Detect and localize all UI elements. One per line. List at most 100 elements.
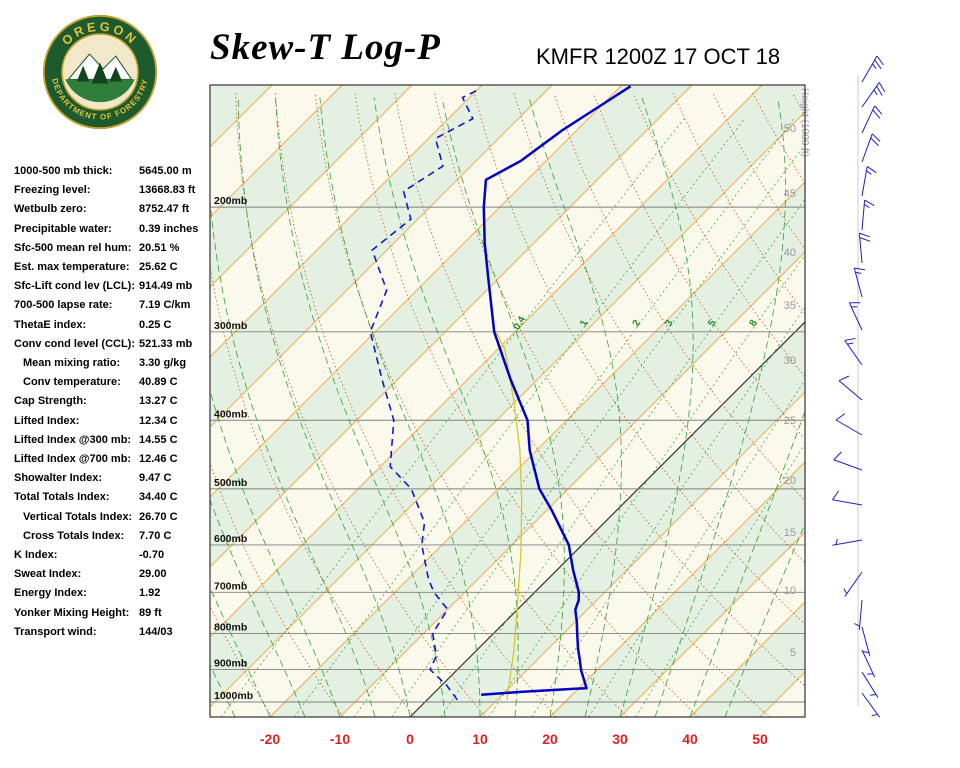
logo-tree-icon [91,62,109,84]
wind-barb [861,649,876,678]
stat-value: 3.30 g/kg [139,357,187,370]
stat-label: Mean mixing ratio: [23,357,121,370]
dry-adiabat [792,92,805,116]
band [210,85,805,707]
temperature-tick-label: 0 [406,731,414,747]
height-tick-label: 35 [784,300,796,312]
stat-value: 7.70 C [139,529,172,542]
isotherm-line [619,531,805,717]
dry-adiabat [434,92,805,687]
stat-label: Sfc-500 mean rel hum: [14,241,132,254]
wind-barb [861,199,875,231]
logo-tree-icon [109,66,123,82]
wind-barb [861,671,879,698]
isotherm-line [210,85,693,568]
stat-value: 12.46 C [139,453,178,466]
logo-ground [65,79,135,103]
stat-value: 1.92 [139,587,161,600]
wind-barb [844,337,863,366]
temperature-bands [210,85,805,717]
stat-label: Sweat Index: [14,568,82,581]
zero-isotherm-line [409,321,805,717]
moist-adiabat [210,498,306,717]
moist-adiabat [619,97,694,717]
height-tick-label: 45 [784,188,796,200]
wind-barb-column [832,55,886,718]
moist-adiabat-lines [210,97,805,717]
isotherm-line [210,85,553,428]
sounding-curves [369,85,632,701]
pressure-label: 800mb [214,621,247,633]
stat-value: 7.19 C/km [139,299,191,312]
height-tick-label: 15 [784,527,796,539]
stat-row: Cross Totals Index: 7.70 C [14,527,214,546]
height-tick-label: 25 [784,415,796,427]
dry-adiabat [473,92,805,625]
stat-value: 0.25 C [139,318,172,331]
dry-adiabat [210,263,415,717]
pressure-label: 1000mb [214,690,253,702]
isotherm-line [269,181,805,717]
moist-adiabat [441,97,565,717]
isobar-lines [210,206,805,703]
stat-value: 9.47 C [139,472,172,485]
moist-adiabat [319,97,481,717]
wind-barb [861,626,871,657]
stat-label: Vertical Totals Index: [23,510,133,523]
stat-row: Precipitable water: 0.39 inches [14,220,214,239]
pressure-label: 600mb [214,533,247,545]
stat-value: 20.51 % [139,241,180,254]
stat-label: Precipitable water: [14,222,112,235]
stat-value: -0.70 [139,549,165,562]
stat-value: 13.27 C [139,395,178,408]
mixing-ratio-line [588,379,805,717]
stat-label: Conv cond level (CCL): [14,337,136,350]
dry-adiabat [314,92,628,717]
stat-label: Wetbulb zero: [14,203,87,216]
isotherm-line [0,85,202,717]
isotherm-line [479,391,805,717]
dry-adiabat [69,93,202,717]
isotherm-line [689,601,805,717]
stat-label: Transport wind: [14,625,97,638]
stat-value: 89 ft [139,606,162,619]
stat-row: Yonker Mixing Height: 89 ft [14,604,214,623]
mixing-ratio-line [220,118,685,717]
stat-label: Total Totals Index: [14,491,110,504]
isotherm-line [339,251,805,717]
moist-adiabat [654,97,787,717]
stat-label: Lifted Index @300 mb: [14,433,132,446]
stat-value: 40.89 C [139,376,178,389]
stat-value: 5645.00 m [139,165,192,177]
mixing-ratio-label: 5 [706,318,719,329]
isotherm-line [210,85,623,498]
temperature-tick-label: 30 [612,731,628,747]
moist-adiabat [275,97,446,717]
stat-label: Sfc-Lift cond lev (LCL): [14,280,135,293]
stat-label: 700-500 lapse rate: [14,299,113,312]
stat-label: ThetaE index: [14,318,87,331]
stat-label: Cap Strength: [14,395,87,408]
dry-adiabat [872,93,960,717]
stat-label: Lifted Index @700 mb: [14,453,132,466]
pressure-label: 700mb [214,580,247,592]
mixing-ratio-label: 2 [631,318,644,329]
wind-barb [843,571,863,597]
stat-row: Freezing level: 13668.83 ft [14,181,214,200]
temperature-tick-label: 20 [542,731,558,747]
mixing-ratio-label: 8 [748,318,761,329]
stat-row: Energy Index: 1.92 [14,584,214,603]
stat-label: 1000-500 mb thick: [14,165,113,177]
stat-value: 914.49 mb [139,280,193,293]
logo-outer-border [43,15,157,129]
height-tick-label: 10 [784,585,796,597]
stat-row: Conv temperature: 40.89 C [14,373,214,392]
wind-barb [861,133,881,163]
stat-row: Sweat Index: 29.00 [14,565,214,584]
pressure-labels: 200mb 300mb 400mb 500mb 600mb 700mb 800mb 900mb… [214,195,253,702]
wind-barb [861,692,881,718]
stat-value: 14.55 C [139,433,178,446]
pressure-label: 400mb [214,408,247,420]
